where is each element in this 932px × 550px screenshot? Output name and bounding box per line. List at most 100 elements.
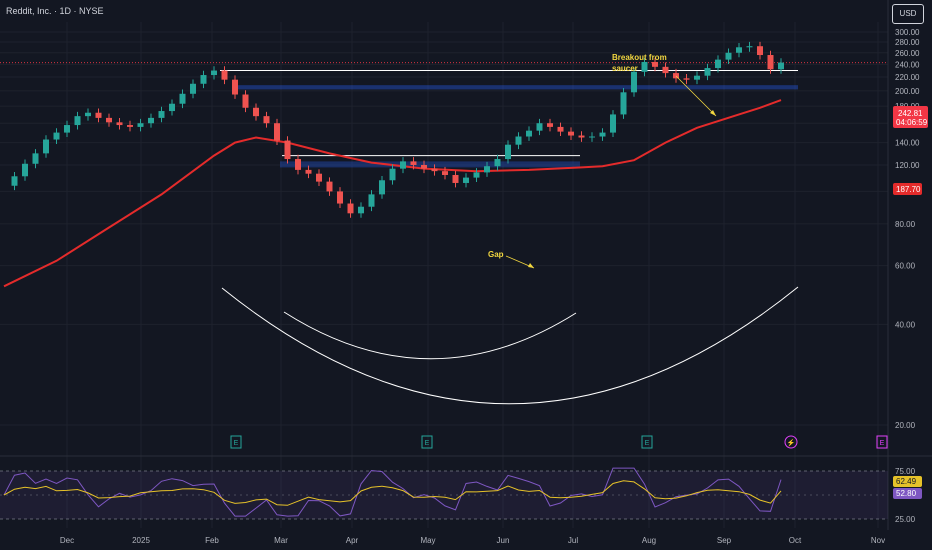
y-tick-label: 80.00	[895, 220, 916, 229]
candle-body	[337, 191, 343, 204]
candle-body	[316, 173, 322, 182]
candle-body	[410, 161, 417, 165]
earnings-icon[interactable]	[421, 435, 433, 449]
candle-body	[116, 122, 123, 126]
rsi-value: 52.80	[896, 489, 917, 498]
candle-body	[274, 123, 280, 141]
breakout-arrow	[675, 75, 717, 117]
dividend-icon[interactable]	[784, 435, 798, 449]
event-label: E	[425, 440, 430, 447]
candle-body	[484, 166, 490, 173]
candle-body	[473, 172, 480, 178]
candle-body	[43, 139, 49, 154]
rsi-pane	[0, 455, 932, 520]
rsi-ma-value: 62.49	[896, 477, 917, 486]
large-saucer-arc	[221, 286, 799, 405]
candle-body	[599, 132, 606, 137]
event-label: ⚡	[787, 438, 796, 447]
candle-body	[431, 168, 438, 172]
y-tick-label: 20.00	[895, 421, 916, 430]
rsi-ma-tag	[893, 476, 922, 487]
candle-body	[127, 125, 133, 127]
small-saucer-arc	[283, 311, 577, 360]
candle-body	[211, 70, 217, 76]
candle-body	[515, 136, 522, 145]
candle-body	[253, 107, 259, 117]
grid	[0, 0, 889, 530]
candle-body	[757, 46, 763, 56]
candle-body	[673, 73, 679, 79]
x-tick-label: May	[420, 536, 435, 545]
candle-body	[148, 117, 154, 124]
gap-arrowhead	[528, 263, 534, 268]
x-tick-label: 2025	[132, 536, 150, 545]
saucer-arcs	[221, 286, 799, 405]
candle-body	[389, 168, 396, 181]
rsi-tick-label: 25.00	[895, 515, 916, 524]
candle-body	[326, 181, 333, 192]
candle-body	[400, 161, 406, 169]
candle-body	[568, 131, 574, 136]
candle-body	[610, 114, 616, 133]
candle-body	[557, 126, 564, 132]
candle-body	[683, 78, 690, 80]
earnings-icon[interactable]	[876, 435, 888, 449]
candle-body	[95, 112, 102, 118]
last-price-value: 242.81	[898, 109, 923, 118]
y-tick-label: 200.00	[895, 87, 920, 96]
candle-body	[106, 117, 112, 123]
candle-body	[200, 75, 207, 84]
candles	[11, 41, 784, 218]
y-tick-label: 300.00	[895, 28, 920, 37]
event-label: E	[645, 440, 650, 447]
candle-body	[421, 164, 427, 169]
gap-annotation: Gap	[488, 250, 504, 259]
candle-body	[32, 153, 39, 164]
candle-body	[158, 111, 165, 118]
candle-body	[179, 93, 186, 104]
candle-body	[284, 140, 291, 160]
x-tick-label: Jul	[568, 536, 578, 545]
candle-body	[589, 136, 595, 138]
y-tick-label: 140.00	[895, 139, 920, 148]
ma-value-tag	[893, 183, 922, 195]
candle-body	[641, 61, 648, 72]
candle-body	[64, 125, 70, 133]
candle-body	[662, 66, 669, 74]
candle-body	[74, 116, 81, 126]
earnings-icon[interactable]	[230, 435, 242, 449]
x-tick-label: Apr	[346, 536, 359, 545]
x-tick-label: Dec	[60, 536, 74, 545]
event-label: E	[880, 440, 885, 447]
candle-body	[85, 112, 91, 117]
candle-body	[379, 180, 385, 195]
support-zone-lower	[280, 161, 580, 168]
candle-body	[463, 177, 469, 183]
last-price-tag	[893, 106, 928, 128]
earnings-icon[interactable]	[641, 435, 653, 449]
x-tick-label: Mar	[274, 536, 288, 545]
x-tick-label: Jun	[497, 536, 510, 545]
x-tick-label: Sep	[717, 536, 732, 545]
event-label: E	[234, 440, 239, 447]
rsi-tick-label: 75.00	[895, 467, 916, 476]
x-axis[interactable]: Dec 2025 Feb Mar Apr May Jun Jul Aug Sep Oct Nov	[60, 536, 885, 545]
candle-body	[305, 169, 312, 174]
candle-body	[452, 174, 459, 183]
candle-body	[631, 71, 637, 93]
rsi-ma-line	[3, 480, 782, 506]
candle-body	[778, 62, 784, 70]
currency-button[interactable]: USD	[892, 4, 924, 24]
candle-body	[295, 159, 301, 170]
candle-body	[536, 123, 543, 131]
candle-body	[442, 171, 448, 175]
y-tick-label: 280.00	[895, 38, 920, 47]
candle-body	[620, 92, 627, 115]
candle-body	[547, 123, 553, 127]
candle-body	[221, 70, 228, 80]
candle-body	[232, 79, 238, 95]
candle-body	[526, 130, 532, 137]
breakout-arrowhead	[710, 110, 716, 116]
